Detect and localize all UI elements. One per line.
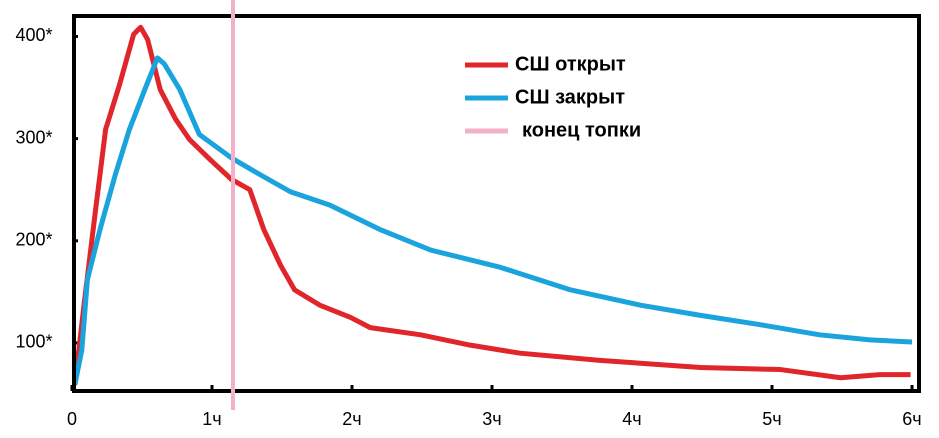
x-tick-label: 0 <box>67 409 77 429</box>
x-tick-label: 4ч <box>622 409 641 429</box>
y-tick-label: 400* <box>15 25 52 45</box>
legend-label: конец топки <box>522 119 641 141</box>
plot-frame <box>72 14 921 393</box>
x-tick-label: 5ч <box>762 409 781 429</box>
x-tick-label: 6ч <box>902 409 921 429</box>
y-tick-label: 200* <box>15 230 52 250</box>
series-line <box>72 55 913 386</box>
x-tick-label: 1ч <box>202 409 221 429</box>
legend-label: СШ открыт <box>515 53 626 75</box>
x-tick-label: 3ч <box>482 409 501 429</box>
y-tick-label: 100* <box>15 332 52 352</box>
series-line <box>72 24 911 386</box>
legend-label: СШ закрыт <box>515 86 625 108</box>
y-tick-label: 300* <box>15 127 52 147</box>
x-tick-label: 2ч <box>342 409 361 429</box>
